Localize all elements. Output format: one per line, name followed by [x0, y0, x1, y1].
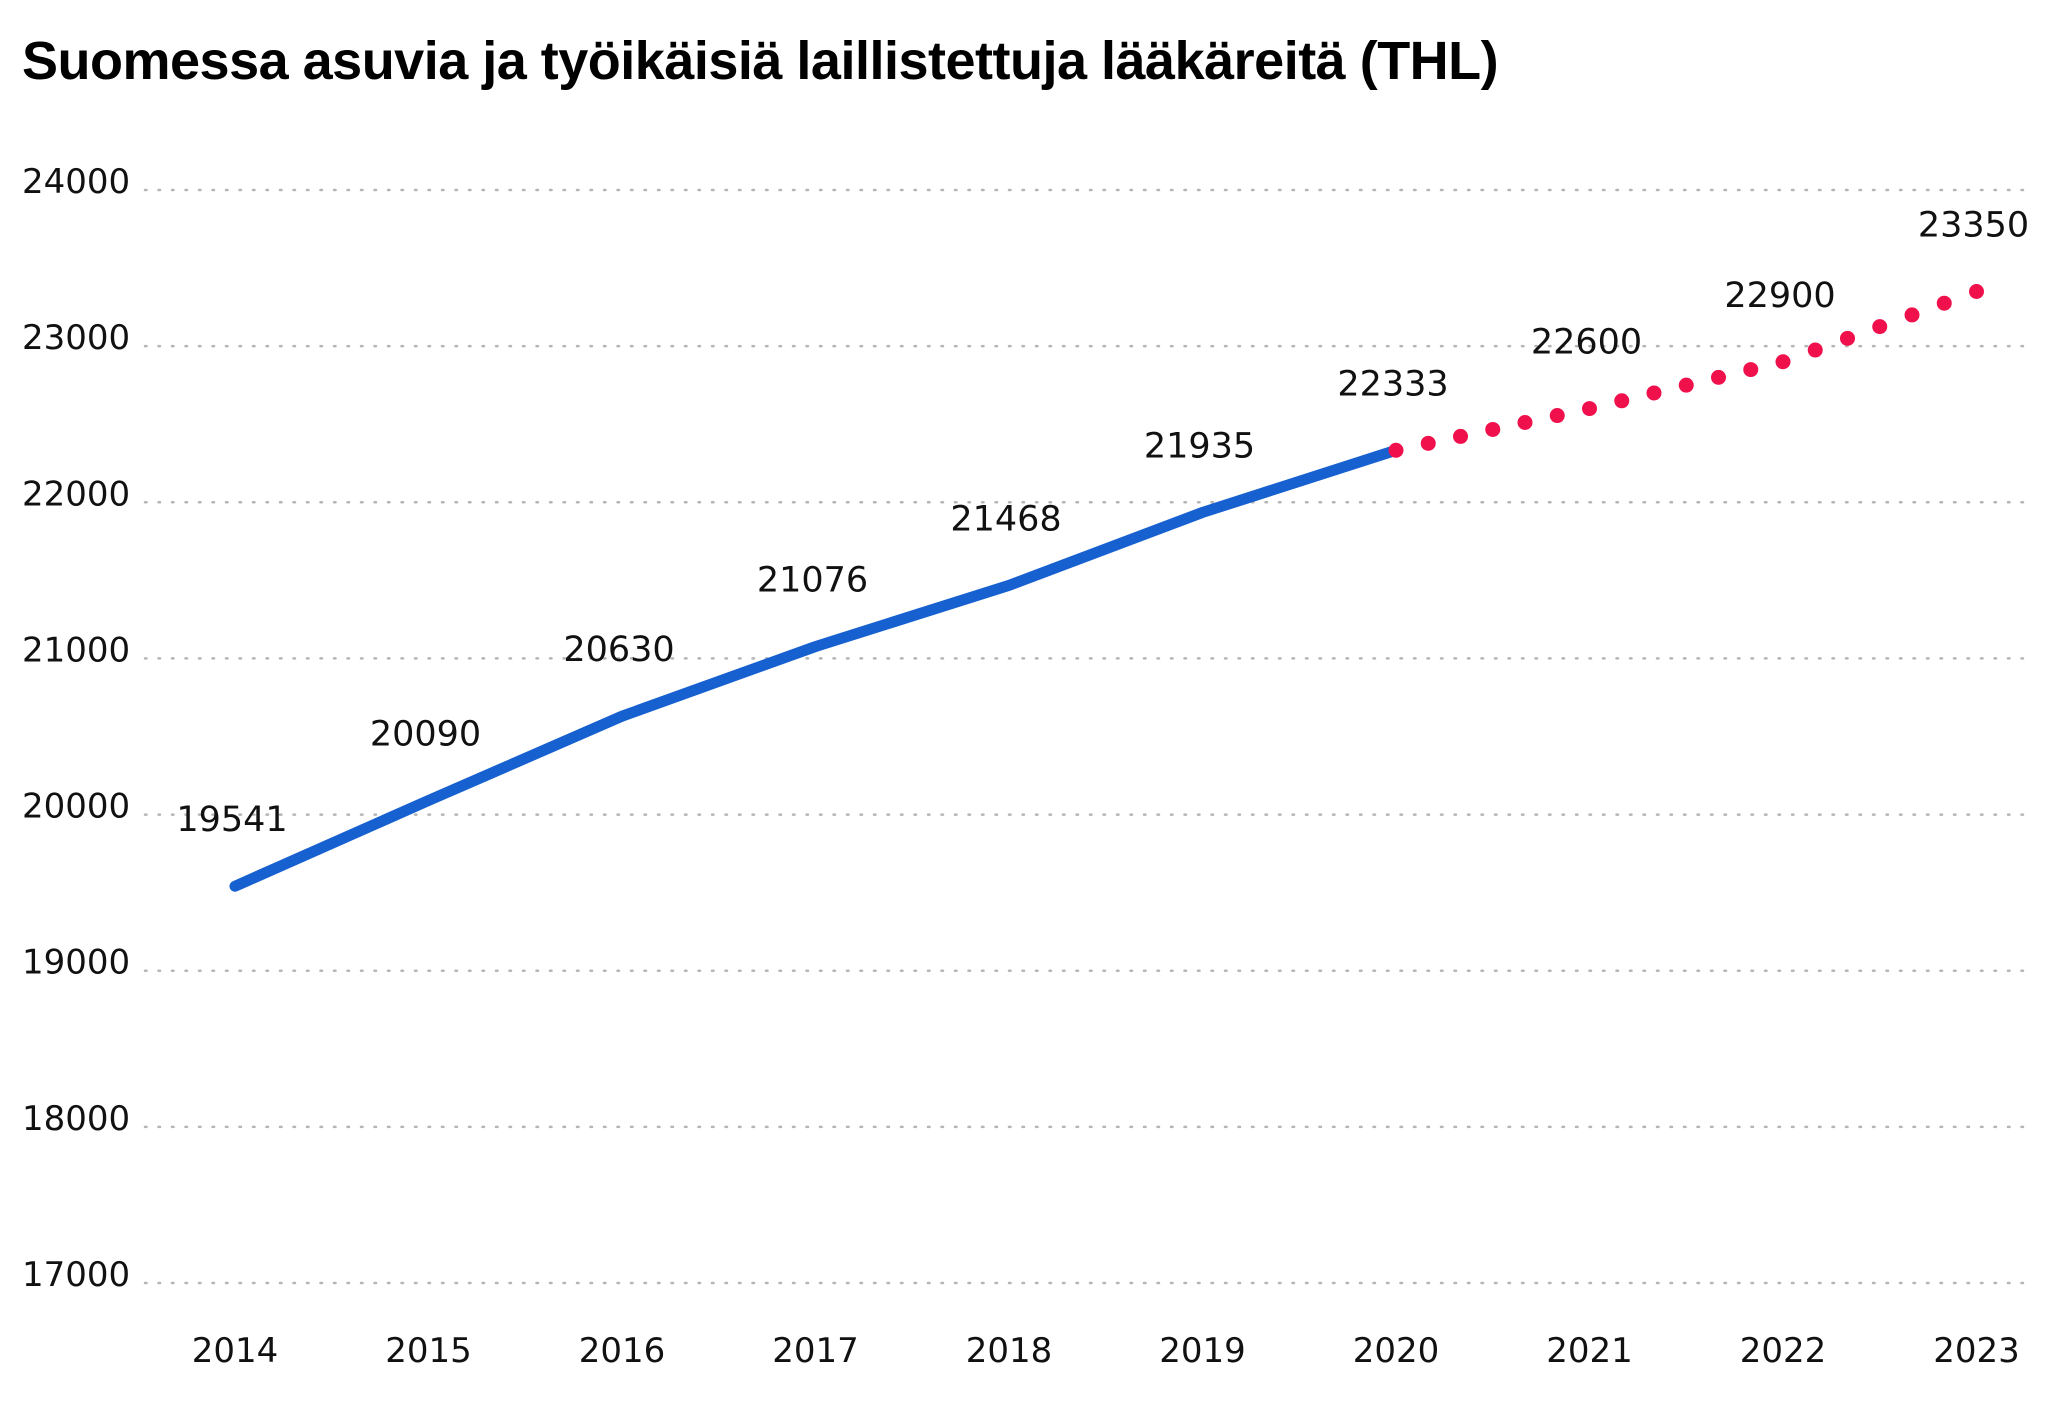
- y-tick-label: 24000: [22, 162, 130, 202]
- data-label-2022: 22900: [1724, 276, 1835, 316]
- data-label-2015: 20090: [370, 715, 481, 755]
- forecast-dot: [1807, 342, 1823, 358]
- x-tick-label: 2023: [1933, 1331, 2020, 1371]
- data-label-2017: 21076: [757, 561, 868, 601]
- forecast-dot: [1453, 428, 1468, 444]
- data-label-2016: 20630: [563, 630, 674, 670]
- forecast-dot: [1388, 442, 1404, 458]
- data-label-2020: 22333: [1337, 364, 1448, 404]
- forecast-dot: [1904, 307, 1920, 323]
- x-axis-tick-labels: 2014 2015 2016 2017 2018 2019 2020 2021 2022 2023: [192, 1331, 2020, 1371]
- y-tick-label: 18000: [22, 1099, 130, 1139]
- data-label-2018: 21468: [950, 499, 1061, 539]
- y-tick-label: 22000: [22, 474, 130, 514]
- y-tick-label: 21000: [22, 630, 130, 670]
- forecast-dot: [1646, 385, 1662, 401]
- x-tick-label: 2018: [966, 1331, 1053, 1371]
- data-label-2021: 22600: [1531, 323, 1642, 363]
- forecast-dot: [1743, 362, 1759, 378]
- y-tick-label: 20000: [22, 787, 130, 827]
- forecast-dot: [1711, 369, 1726, 385]
- data-label-2019: 21935: [1144, 426, 1255, 466]
- y-tick-label: 19000: [22, 943, 130, 983]
- forecast-dot: [1678, 377, 1694, 393]
- x-tick-label: 2021: [1546, 1331, 1633, 1371]
- forecast-dot: [1840, 330, 1855, 346]
- y-tick-label: 17000: [22, 1255, 130, 1295]
- data-label-2023: 23350: [1918, 205, 2029, 245]
- data-labels: 19541 20090 20630 21076 21468 21935 22333 22600…: [176, 205, 2029, 840]
- x-tick-label: 2022: [1740, 1331, 1827, 1371]
- x-tick-label: 2015: [385, 1331, 472, 1371]
- forecast-dot: [1420, 435, 1436, 451]
- x-tick-label: 2017: [772, 1331, 859, 1371]
- forecast-dot: [1582, 401, 1597, 417]
- x-tick-label: 2014: [192, 1331, 279, 1371]
- data-point-2023: [1969, 283, 1984, 299]
- x-tick-label: 2016: [579, 1331, 666, 1371]
- forecast-dot: [1872, 319, 1888, 335]
- y-axis-tick-labels: 17000 18000 19000 20000 21000 22000 23000 24000: [22, 162, 130, 1295]
- data-label-2014: 19541: [176, 800, 287, 840]
- series-line-actual: [229, 444, 1402, 892]
- chart-title: Suomessa asuvia ja työikäisiä laillistet…: [22, 31, 1499, 91]
- y-tick-label: 23000: [22, 318, 130, 358]
- forecast-dot: [1936, 295, 1952, 311]
- series-lines: [229, 283, 1984, 892]
- series-line-forecast: [1388, 283, 1984, 458]
- forecast-dot: [1517, 414, 1533, 430]
- forecast-dot: [1614, 393, 1630, 409]
- forecast-dot: [1485, 421, 1501, 437]
- forecast-dot: [1549, 408, 1565, 424]
- forecast-dot: [1775, 354, 1791, 370]
- x-tick-label: 2019: [1159, 1331, 1246, 1371]
- x-tick-label: 2020: [1353, 1331, 1440, 1371]
